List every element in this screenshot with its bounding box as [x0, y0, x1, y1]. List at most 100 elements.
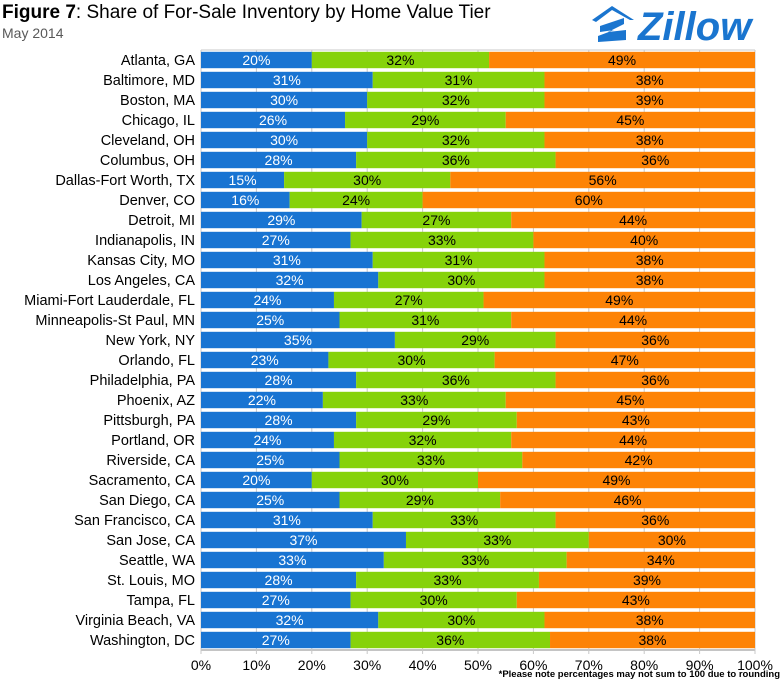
- data-label: 38%: [636, 132, 664, 148]
- data-label: 32%: [276, 272, 304, 288]
- data-label: 44%: [619, 312, 647, 328]
- data-label: 33%: [417, 452, 445, 468]
- data-label: 32%: [276, 612, 304, 628]
- data-label: 30%: [270, 132, 298, 148]
- data-label: 30%: [353, 172, 381, 188]
- data-label: 31%: [445, 252, 473, 268]
- category-label: Tampa, FL: [127, 593, 196, 609]
- data-label: 15%: [229, 172, 257, 188]
- data-label: 49%: [602, 472, 630, 488]
- data-label: 36%: [641, 332, 669, 348]
- data-label: 31%: [411, 312, 439, 328]
- data-label: 29%: [422, 412, 450, 428]
- data-label: 25%: [256, 452, 284, 468]
- data-label: 26%: [259, 112, 287, 128]
- category-label: Cleveland, OH: [101, 133, 195, 149]
- data-label: 20%: [242, 52, 270, 68]
- category-label: San Francisco, CA: [74, 513, 195, 529]
- category-label: Denver, CO: [119, 193, 195, 209]
- category-label: Kansas City, MO: [87, 253, 195, 269]
- data-label: 33%: [428, 232, 456, 248]
- category-label: Virginia Beach, VA: [75, 613, 195, 629]
- data-label: 45%: [616, 112, 644, 128]
- data-label: 36%: [442, 152, 470, 168]
- data-label: 33%: [483, 532, 511, 548]
- data-label: 31%: [445, 72, 473, 88]
- category-label: St. Louis, MO: [107, 573, 195, 589]
- footnote: *Please note percentages may not sum to …: [499, 669, 780, 680]
- category-labels: Atlanta, GA Baltimore, MD Boston, MA Chicag…: [24, 53, 195, 649]
- data-label: 33%: [461, 552, 489, 568]
- data-label: 43%: [622, 412, 650, 428]
- x-tick-label: 40%: [409, 657, 437, 673]
- category-label: Los Angeles, CA: [88, 273, 196, 289]
- data-label: 43%: [622, 592, 650, 608]
- category-label: Sacramento, CA: [89, 473, 196, 489]
- data-label: 42%: [625, 452, 653, 468]
- data-label: 33%: [278, 552, 306, 568]
- data-label: 28%: [265, 372, 293, 388]
- data-label: 38%: [636, 252, 664, 268]
- data-label: 60%: [575, 192, 603, 208]
- data-label: 32%: [442, 132, 470, 148]
- data-label: 36%: [641, 372, 669, 388]
- data-label: 27%: [422, 212, 450, 228]
- category-label: Dallas-Fort Worth, TX: [55, 173, 195, 189]
- category-label: Seattle, WA: [119, 553, 195, 569]
- data-label: 24%: [253, 292, 281, 308]
- data-label: 25%: [256, 492, 284, 508]
- data-label: 38%: [636, 272, 664, 288]
- data-label: 33%: [434, 572, 462, 588]
- data-label: 36%: [641, 152, 669, 168]
- data-label: 16%: [231, 192, 259, 208]
- x-tick-label: 30%: [353, 657, 381, 673]
- category-label: Miami-Fort Lauderdale, FL: [24, 293, 195, 309]
- data-label: 36%: [442, 372, 470, 388]
- data-label: 22%: [248, 392, 276, 408]
- category-label: San Diego, CA: [99, 493, 195, 509]
- category-label: Boston, MA: [120, 93, 195, 109]
- data-label: 45%: [616, 392, 644, 408]
- data-label: 39%: [636, 92, 664, 108]
- category-label: Baltimore, MD: [103, 73, 195, 89]
- data-label: 32%: [386, 52, 414, 68]
- data-label: 30%: [447, 612, 475, 628]
- category-label: Philadelphia, PA: [90, 373, 196, 389]
- category-label: Pittsburgh, PA: [103, 413, 195, 429]
- data-label: 30%: [658, 532, 686, 548]
- data-label: 33%: [400, 392, 428, 408]
- data-label: 47%: [611, 352, 639, 368]
- data-label: 23%: [251, 352, 279, 368]
- x-tick-label: 20%: [298, 657, 326, 673]
- category-label: Washington, DC: [90, 633, 195, 649]
- data-label: 27%: [262, 232, 290, 248]
- data-label: 28%: [265, 412, 293, 428]
- data-label: 30%: [420, 592, 448, 608]
- data-label: 46%: [614, 492, 642, 508]
- category-label: Columbus, OH: [100, 153, 195, 169]
- data-label: 34%: [647, 552, 675, 568]
- x-tick-label: 50%: [464, 657, 492, 673]
- category-label: Chicago, IL: [122, 113, 195, 129]
- data-label: 27%: [395, 292, 423, 308]
- data-label: 28%: [265, 152, 293, 168]
- x-tick-label: 10%: [242, 657, 270, 673]
- data-label: 44%: [619, 212, 647, 228]
- category-label: Riverside, CA: [106, 453, 195, 469]
- data-label: 36%: [641, 512, 669, 528]
- category-label: Orlando, FL: [118, 353, 195, 369]
- data-label: 49%: [605, 292, 633, 308]
- data-label: 27%: [262, 592, 290, 608]
- category-label: Atlanta, GA: [121, 53, 195, 69]
- data-label: 25%: [256, 312, 284, 328]
- data-label: 28%: [265, 572, 293, 588]
- data-label: 38%: [636, 72, 664, 88]
- data-label: 30%: [270, 92, 298, 108]
- category-label: San Jose, CA: [106, 533, 195, 549]
- data-label: 27%: [262, 632, 290, 648]
- data-label: 39%: [633, 572, 661, 588]
- data-label: 40%: [630, 232, 658, 248]
- data-label: 37%: [289, 532, 317, 548]
- data-label: 29%: [461, 332, 489, 348]
- data-label: 29%: [411, 112, 439, 128]
